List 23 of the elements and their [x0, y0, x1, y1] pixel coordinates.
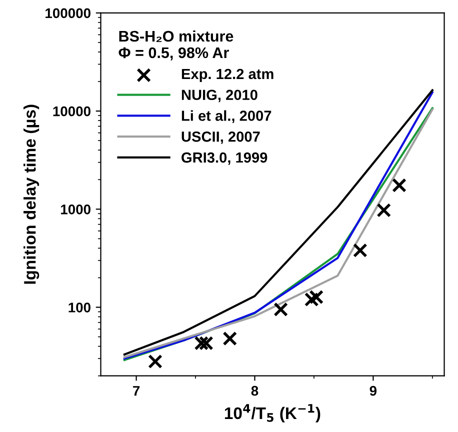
y-tick-label: 100	[68, 302, 90, 312]
point	[148, 354, 162, 369]
y-tick-label: 1000	[61, 204, 90, 214]
x-axis-title: 10$^{4}$/T$_{5}$ (K$^{−1}$)	[224, 404, 320, 422]
legend-title: BS-H₂O mixture Φ = 0.5, 98% Ar	[118, 30, 234, 60]
y-tick-label: 10000	[53, 106, 90, 116]
legend-label: Exp. 12.2 atm	[182, 68, 274, 82]
legend-label: NUIG, 2010	[182, 90, 258, 102]
legend-label: Li et al., 2007	[182, 110, 272, 124]
point	[304, 292, 319, 307]
point	[309, 290, 324, 304]
x-tick-label: 9	[370, 386, 377, 396]
legend-label: USCII, 2007	[182, 131, 260, 144]
point	[222, 331, 238, 346]
point	[376, 203, 392, 218]
x-tick-label: 8	[251, 386, 258, 396]
x-tick-label: 7	[133, 386, 140, 396]
point	[274, 302, 288, 317]
legend-label: GRI3.0, 1999	[182, 152, 268, 165]
y-axis-title: Ignition delay time (µs)	[24, 104, 40, 284]
point	[352, 243, 368, 258]
y-tick-label: 100000	[46, 8, 90, 18]
point	[392, 178, 406, 193]
